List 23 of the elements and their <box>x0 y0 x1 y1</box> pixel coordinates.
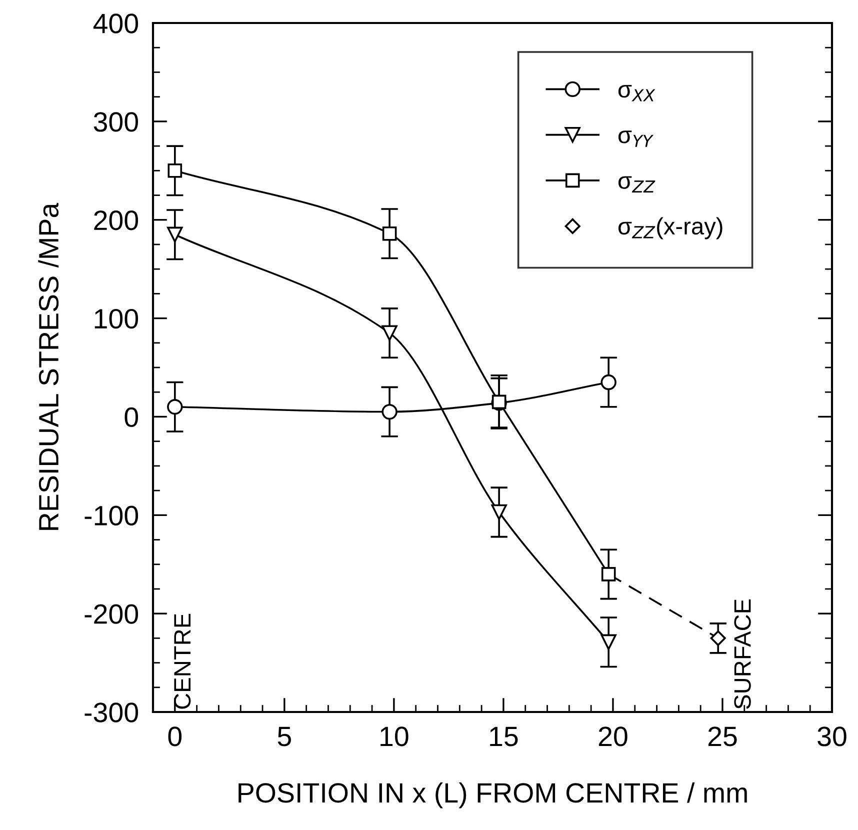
x-tick-label: 5 <box>278 726 291 746</box>
legend-label: σ$_{ZZ}$ <box>618 176 656 193</box>
legend-label: σ$_{XX}$ <box>618 84 656 102</box>
legend-label: σ$_{YY}$ <box>618 130 654 147</box>
y-tick-label: 300 <box>94 112 138 132</box>
y-tick-label: -300 <box>84 702 138 722</box>
x-tick-label: 0 <box>168 726 182 746</box>
x-axis-title: POSITION IN x (L) FROM CENTRE / mm <box>238 782 747 808</box>
x-tick-label: 15 <box>490 726 518 746</box>
y-tick-label: -200 <box>84 604 138 624</box>
legend-label: σ$_{ZZ}$(x-ray) <box>618 217 722 240</box>
y-tick-label: 100 <box>94 308 138 329</box>
annotation: SURFACE <box>734 599 751 709</box>
y-tick-label: 0 <box>124 407 138 428</box>
y-axis-title: RESIDUAL STRESS /MPa <box>38 202 59 530</box>
y-tick-label: 200 <box>94 210 138 230</box>
x-tick-label: 20 <box>598 726 628 746</box>
annotation: CENTRE <box>174 614 191 709</box>
x-tick-label: 25 <box>708 726 737 746</box>
y-tick-label: -100 <box>84 506 138 526</box>
x-tick-label: 30 <box>818 726 846 746</box>
y-tick-label: 400 <box>93 14 138 34</box>
x-tick-label: 10 <box>380 726 408 746</box>
